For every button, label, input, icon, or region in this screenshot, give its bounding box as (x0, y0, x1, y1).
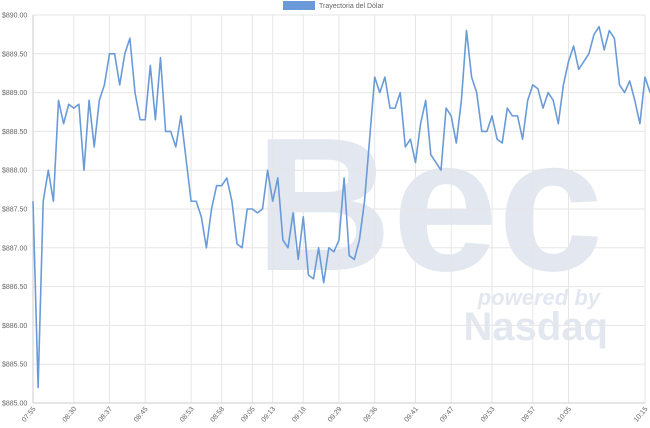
x-tick-label: 09:53 (480, 406, 497, 424)
y-tick-label: $886.50 (2, 284, 27, 291)
x-tick-label: 09:57 (521, 406, 538, 424)
x-tick-label: 09:36 (363, 406, 380, 424)
x-tick-label: 09:13 (261, 406, 278, 424)
data-line (32, 25, 650, 389)
x-tick-label: 08:53 (179, 406, 196, 424)
x-tick-label: 09:05 (240, 406, 257, 424)
x-tick-label: 08:37 (97, 406, 114, 424)
y-tick-label: $886.00 (2, 323, 27, 330)
x-tick-label: 09:41 (403, 406, 420, 424)
x-tick-label: 08:45 (133, 406, 150, 424)
y-tick-label: $888.00 (2, 168, 27, 175)
x-tick-label: 08:30 (62, 406, 79, 424)
y-tick-label: $887.00 (2, 245, 27, 252)
y-tick-label: $885.00 (2, 401, 27, 408)
x-tick-label: 09:18 (291, 406, 308, 424)
x-tick-label: 09:29 (327, 406, 344, 424)
x-tick-label: 08:58 (210, 406, 227, 424)
x-tick-label: 10:05 (556, 406, 573, 424)
y-tick-label: $889.00 (2, 90, 27, 97)
watermark-tagline: powered by (477, 285, 602, 310)
y-tick-label: $885.50 (2, 362, 27, 369)
y-tick-label: $890.00 (2, 13, 27, 20)
watermark-partner: Nasdaq (464, 305, 609, 349)
watermark: Bec powered by Nasdaq (255, 99, 608, 349)
y-tick-label: $889.50 (2, 51, 27, 58)
x-tick-label: 07:55 (21, 406, 38, 424)
y-tick-label: $888.50 (2, 129, 27, 136)
x-tick-label: 10:15 (633, 406, 650, 424)
legend-swatch (283, 1, 315, 10)
x-tick-label: 09:47 (439, 406, 456, 424)
y-tick-label: $887.50 (2, 207, 27, 214)
legend-label: Trayectoria del Dólar (319, 3, 384, 10)
